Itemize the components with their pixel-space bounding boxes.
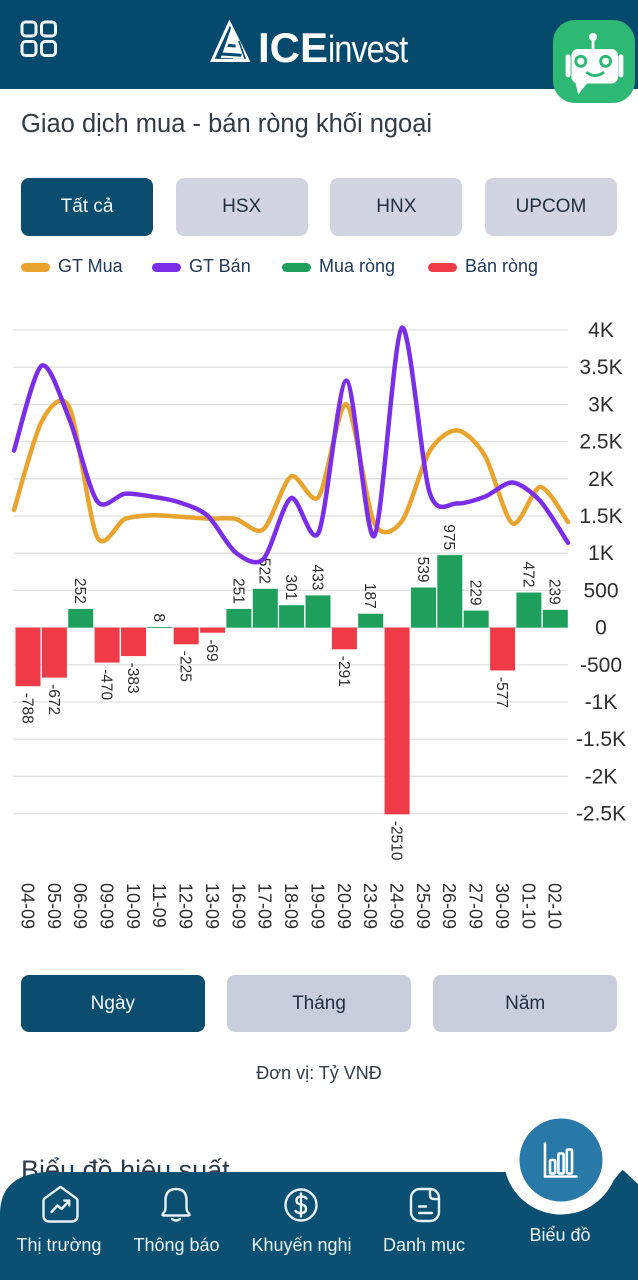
svg-text:472: 472 xyxy=(519,562,536,588)
svg-text:06-09: 06-09 xyxy=(70,883,90,929)
svg-text:-2.5K: -2.5K xyxy=(576,803,626,826)
svg-text:19-09: 19-09 xyxy=(307,883,327,929)
svg-text:26-09: 26-09 xyxy=(439,883,459,929)
svg-text:-1K: -1K xyxy=(585,691,618,714)
svg-text:433: 433 xyxy=(308,565,325,591)
svg-text:4K: 4K xyxy=(588,319,614,342)
svg-text:-788: -788 xyxy=(18,693,35,724)
svg-text:09-09: 09-09 xyxy=(97,883,117,929)
svg-text:251: 251 xyxy=(229,578,246,604)
svg-text:1.5K: 1.5K xyxy=(579,505,622,528)
svg-text:Danh mục: Danh mục xyxy=(383,1235,465,1255)
svg-text:-383: -383 xyxy=(124,663,141,694)
svg-text:02-10: 02-10 xyxy=(545,883,565,929)
svg-text:3.5K: 3.5K xyxy=(579,356,622,379)
svg-text:239: 239 xyxy=(546,579,563,605)
svg-text:Thị trường: Thị trường xyxy=(17,1235,102,1255)
svg-text:16-09: 16-09 xyxy=(228,883,248,929)
svg-text:-2K: -2K xyxy=(585,765,618,788)
svg-text:500: 500 xyxy=(583,579,618,602)
svg-text:05-09: 05-09 xyxy=(44,883,64,929)
svg-text:-672: -672 xyxy=(45,684,62,715)
svg-text:522: 522 xyxy=(256,558,273,584)
svg-text:11-09: 11-09 xyxy=(149,883,169,928)
svg-text:-500: -500 xyxy=(580,654,622,677)
svg-text:-69: -69 xyxy=(203,639,220,661)
svg-text:2K: 2K xyxy=(588,468,614,491)
svg-text:1K: 1K xyxy=(588,542,614,565)
svg-text:301: 301 xyxy=(282,574,299,600)
svg-text:17-09: 17-09 xyxy=(255,883,275,929)
svg-text:-291: -291 xyxy=(335,656,352,687)
svg-text:229: 229 xyxy=(467,580,484,606)
svg-text:2.5K: 2.5K xyxy=(579,431,622,454)
svg-text:-2510: -2510 xyxy=(388,821,405,861)
svg-text:-225: -225 xyxy=(177,651,194,682)
svg-text:Khuyến nghị: Khuyến nghị xyxy=(251,1235,351,1255)
svg-text:Thông báo: Thông báo xyxy=(133,1235,219,1255)
svg-text:10-09: 10-09 xyxy=(123,883,143,929)
svg-text:3K: 3K xyxy=(588,393,614,416)
svg-text:23-09: 23-09 xyxy=(360,883,380,929)
svg-text:-470: -470 xyxy=(98,669,115,700)
svg-text:-577: -577 xyxy=(493,677,510,708)
svg-text:18-09: 18-09 xyxy=(281,883,301,929)
svg-text:04-09: 04-09 xyxy=(17,883,37,929)
svg-text:975: 975 xyxy=(440,524,457,550)
svg-text:252: 252 xyxy=(71,578,88,604)
svg-text:187: 187 xyxy=(361,583,378,609)
svg-text:25-09: 25-09 xyxy=(413,883,433,929)
svg-text:539: 539 xyxy=(414,557,431,583)
svg-text:-1.5K: -1.5K xyxy=(576,728,626,751)
svg-text:01-10: 01-10 xyxy=(518,883,538,929)
svg-text:12-09: 12-09 xyxy=(176,883,196,929)
svg-text:Biểu đồ: Biểu đồ xyxy=(529,1225,590,1245)
svg-text:13-09: 13-09 xyxy=(202,883,222,929)
svg-text:0: 0 xyxy=(595,617,607,640)
svg-text:27-09: 27-09 xyxy=(466,883,486,929)
svg-text:8: 8 xyxy=(150,613,167,622)
svg-text:30-09: 30-09 xyxy=(492,883,512,929)
svg-text:24-09: 24-09 xyxy=(387,883,407,929)
svg-text:20-09: 20-09 xyxy=(334,883,354,929)
